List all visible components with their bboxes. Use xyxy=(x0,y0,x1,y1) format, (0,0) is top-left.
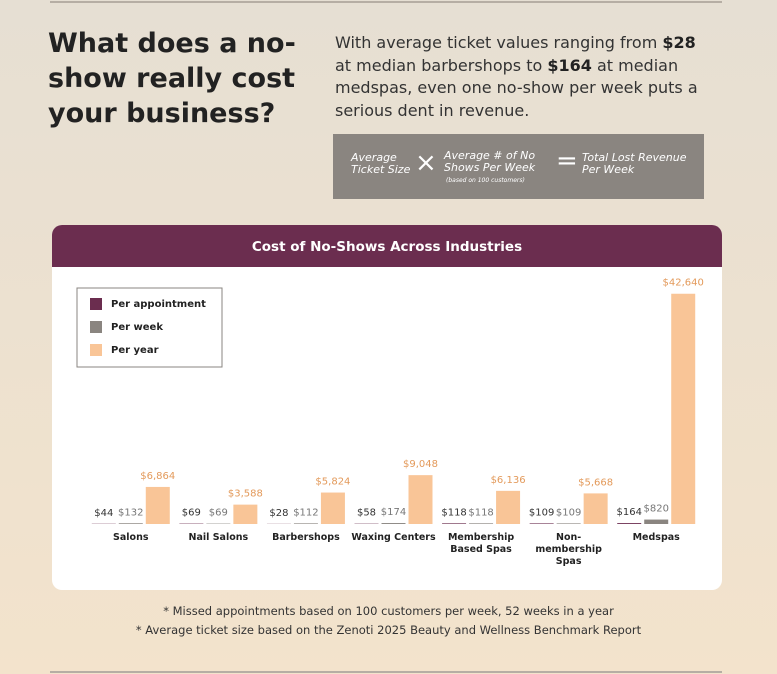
formula-term: Average # of No Shows Per Week xyxy=(444,149,536,174)
bar xyxy=(320,492,345,524)
bar xyxy=(233,504,258,524)
value-label: $109 xyxy=(529,507,554,518)
formula-operator: = xyxy=(556,146,578,176)
formula-operator: × xyxy=(415,148,437,178)
intro-text: at median barbershops to xyxy=(335,55,548,75)
bar xyxy=(408,475,433,524)
legend-swatch xyxy=(90,321,102,333)
value-label: $118 xyxy=(468,507,493,518)
footnote: * Average ticket size based on the Zenot… xyxy=(135,623,642,637)
value-label: $5,668 xyxy=(578,477,613,488)
chart-title: Cost of No-Shows Across Industries xyxy=(252,239,522,255)
formula-note: (based on 100 customers) xyxy=(446,177,525,184)
legend-box xyxy=(76,287,223,368)
value-label: $118 xyxy=(441,507,466,518)
legend-label: Per appointment xyxy=(111,299,206,310)
intro-highlight: $164 xyxy=(547,55,592,75)
bar xyxy=(118,523,143,524)
value-label: $28 xyxy=(269,508,288,519)
chart-card: Cost of No-Shows Across Industries Per a… xyxy=(52,225,722,590)
divider xyxy=(50,671,722,673)
intro-text: With average ticket values ranging from xyxy=(335,33,663,52)
value-label: $58 xyxy=(357,508,376,519)
value-label: $174 xyxy=(381,507,406,518)
intro-highlight: $28 xyxy=(662,33,696,52)
formula-box: Average Ticket Size × Average # of No Sh… xyxy=(333,134,704,199)
x-tick-label: Barbershops xyxy=(272,532,340,543)
x-tick-label: Waxing Centers xyxy=(351,532,436,543)
divider xyxy=(50,1,722,3)
bar xyxy=(469,523,494,524)
x-tick-label: Salons xyxy=(113,532,149,543)
formula-term: Total Lost Revenue Per Week xyxy=(582,151,687,176)
value-label: $820 xyxy=(643,504,668,515)
bar xyxy=(442,523,467,524)
formula-term: Average Ticket Size xyxy=(351,151,411,176)
value-label: $69 xyxy=(182,508,201,519)
value-label: $6,136 xyxy=(491,475,526,486)
legend-label: Per week xyxy=(111,322,163,333)
value-label: $42,640 xyxy=(663,278,704,289)
bar xyxy=(381,523,406,524)
value-label: $6,864 xyxy=(140,471,175,482)
x-tick-label: Nail Salons xyxy=(188,532,249,543)
footnote: * Missed appointments based on 100 custo… xyxy=(163,604,614,618)
intro-text: at median medspas, even one no-show per … xyxy=(335,55,698,120)
value-label: $109 xyxy=(556,507,581,518)
value-label: $3,588 xyxy=(228,489,263,500)
bar xyxy=(145,486,170,524)
value-label: $9,048 xyxy=(403,459,438,470)
bar xyxy=(496,490,521,524)
headline: What does a no-show really cost your bus… xyxy=(48,28,296,129)
bar xyxy=(617,523,642,524)
bar xyxy=(529,523,554,524)
legend-swatch xyxy=(90,344,102,356)
value-label: $132 xyxy=(118,507,143,518)
chart-header xyxy=(52,225,722,267)
value-label: $112 xyxy=(293,507,318,518)
intro: With average ticket values ranging from … xyxy=(335,32,705,122)
value-label: $69 xyxy=(209,508,228,519)
legend-swatch xyxy=(90,298,102,310)
value-label: $44 xyxy=(94,508,113,519)
chart: Cost of No-Shows Across Industries Per a… xyxy=(52,225,722,524)
bar xyxy=(644,519,669,524)
x-tick-label: Membership Based Spas xyxy=(447,532,515,555)
legend-label: Per year xyxy=(111,345,159,356)
bar xyxy=(556,523,581,524)
x-tick-label: Medspas xyxy=(632,532,680,543)
value-label: $5,824 xyxy=(315,477,350,488)
bar xyxy=(671,293,696,524)
x-tick-label: Non-membership Spas xyxy=(535,532,602,567)
value-label: $164 xyxy=(616,507,641,518)
bar xyxy=(293,523,318,524)
bar xyxy=(583,493,608,524)
